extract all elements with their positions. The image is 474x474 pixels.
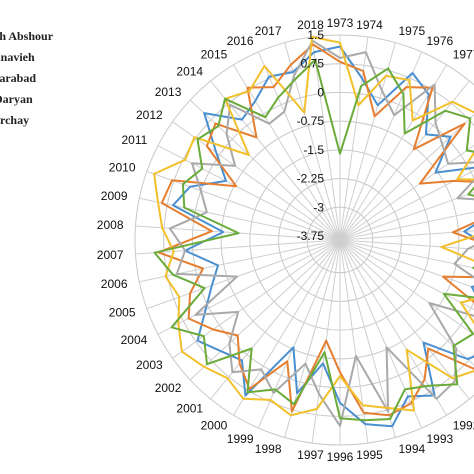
category-label: 2008 [97, 218, 124, 232]
radial-tick-label: -1.5 [303, 143, 324, 157]
grid-spoke [172, 121, 341, 241]
grid-spoke [339, 239, 474, 289]
category-label: 1995 [356, 448, 383, 462]
series-line [153, 58, 474, 422]
category-label: 1993 [427, 432, 454, 446]
legend-entry: eh Abshour [0, 26, 53, 47]
grid-spoke [339, 80, 470, 241]
category-label: 1999 [227, 432, 254, 446]
legend-entry: Daryan [0, 89, 53, 110]
category-label: 1976 [427, 34, 454, 48]
grid-spoke [339, 191, 474, 241]
category-label: 1992 [453, 418, 474, 432]
category-label: 2010 [109, 160, 136, 174]
radial-tick-label: -2.25 [297, 172, 325, 186]
category-label: 2017 [255, 24, 282, 38]
grid-spoke [339, 239, 474, 269]
legend-entry: zarabad [0, 68, 53, 89]
series-line [153, 35, 474, 417]
category-label: 1974 [356, 18, 383, 32]
category-label: 2015 [201, 48, 228, 62]
grid-spoke [189, 239, 341, 381]
grid-spoke [339, 239, 369, 444]
grid-spoke [339, 239, 447, 416]
radial-tick-label: 0.75 [301, 57, 325, 71]
category-label: 2002 [155, 381, 182, 395]
grid-spoke [339, 239, 474, 366]
series-line [168, 39, 474, 427]
legend-label: zarabad [0, 71, 36, 85]
category-label: 2000 [201, 418, 228, 432]
category-label: 1977 [453, 48, 474, 62]
grid-spoke [233, 239, 341, 416]
category-label: 2005 [109, 306, 136, 320]
category-label: 1975 [399, 24, 426, 38]
category-label: 2012 [136, 108, 163, 122]
category-label: 2011 [121, 133, 147, 147]
radial-tick-label: -0.75 [297, 114, 325, 128]
category-labels: 1973197419751976197719781979198019811982… [97, 16, 474, 464]
legend-label: Daryan [0, 92, 33, 106]
grid-spoke [311, 36, 341, 241]
grid-spoke [257, 239, 341, 429]
radial-tick-label: -3.75 [297, 229, 325, 243]
grid-spoke [339, 230, 474, 241]
radial-tick-label: 0 [317, 85, 324, 99]
grid-spoke [135, 239, 341, 255]
category-label: 2016 [227, 34, 254, 48]
radial-tick-label: 1.5 [307, 28, 324, 42]
grid-spoke [157, 239, 341, 335]
category-label: 1973 [327, 16, 354, 30]
legend-label: eh Abshour [0, 29, 54, 43]
radial-tick-labels: 1.5 0.75 0 -0.75 -1.5 -2.25 -3 -3.75 [297, 28, 325, 243]
legend-label: nnavieh [0, 50, 35, 64]
grid-spoke [339, 239, 470, 400]
category-label: 2004 [121, 333, 148, 347]
series-line [157, 43, 474, 417]
grid-spoke [233, 64, 341, 241]
category-label: 2007 [97, 248, 124, 262]
category-label: 1996 [327, 450, 354, 464]
grid-spoke [339, 239, 474, 310]
category-label: 1998 [255, 442, 282, 456]
radar-series [153, 35, 474, 428]
category-label: 2006 [101, 277, 128, 291]
legend-entry: nnavieh [0, 47, 53, 68]
grid-spoke [210, 239, 341, 400]
category-label: 1997 [297, 448, 324, 462]
radial-tick-label: -3 [313, 200, 324, 214]
grid-spoke [172, 239, 341, 359]
category-label: 2009 [101, 189, 128, 203]
grid-spoke [339, 239, 396, 438]
category-label: 2001 [176, 401, 203, 415]
legend-entry: archay [0, 110, 53, 131]
category-label: 2013 [155, 85, 182, 99]
grid-spoke [257, 51, 341, 241]
grid-spoke [339, 211, 474, 241]
grid-spoke [146, 170, 341, 241]
grid-spoke [339, 144, 474, 241]
grid-spoke [210, 80, 341, 241]
grid-spoke [339, 239, 474, 336]
grid-spoke [157, 145, 341, 241]
series-line [172, 45, 474, 428]
category-label: 2014 [176, 65, 203, 79]
category-label: 1994 [399, 442, 426, 456]
category-label: 2018 [297, 18, 324, 32]
legend: eh Abshour nnavieh zarabad Daryan archay [0, 26, 53, 131]
grid-spoke [339, 170, 474, 241]
legend-label: archay [0, 113, 30, 127]
grid-spoke [339, 51, 423, 241]
category-label: 2003 [136, 358, 163, 372]
